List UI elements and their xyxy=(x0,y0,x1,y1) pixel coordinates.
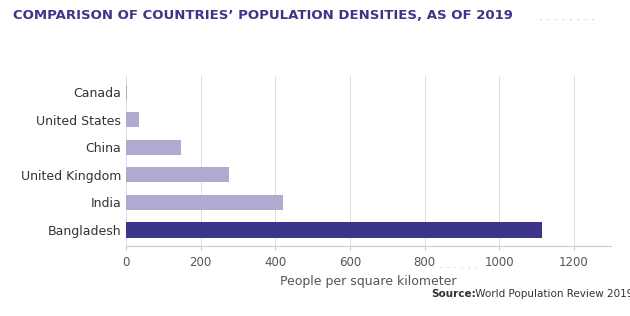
Bar xyxy=(126,222,542,238)
Text: Source:: Source: xyxy=(432,289,476,299)
Text: COMPARISON OF COUNTRIES’ POPULATION DENSITIES, AS OF 2019: COMPARISON OF COUNTRIES’ POPULATION DENS… xyxy=(13,9,512,22)
Bar xyxy=(126,112,139,127)
X-axis label: People per square kilometer: People per square kilometer xyxy=(280,276,457,289)
Text: · · · · · · · ·: · · · · · · · · xyxy=(539,14,595,27)
Text: World Population Review 2019: World Population Review 2019 xyxy=(472,289,630,299)
Bar xyxy=(126,195,283,210)
Bar xyxy=(126,85,127,100)
Bar xyxy=(126,140,181,155)
Bar xyxy=(126,167,229,183)
Text: · · · · · · ·: · · · · · · · xyxy=(432,263,478,273)
